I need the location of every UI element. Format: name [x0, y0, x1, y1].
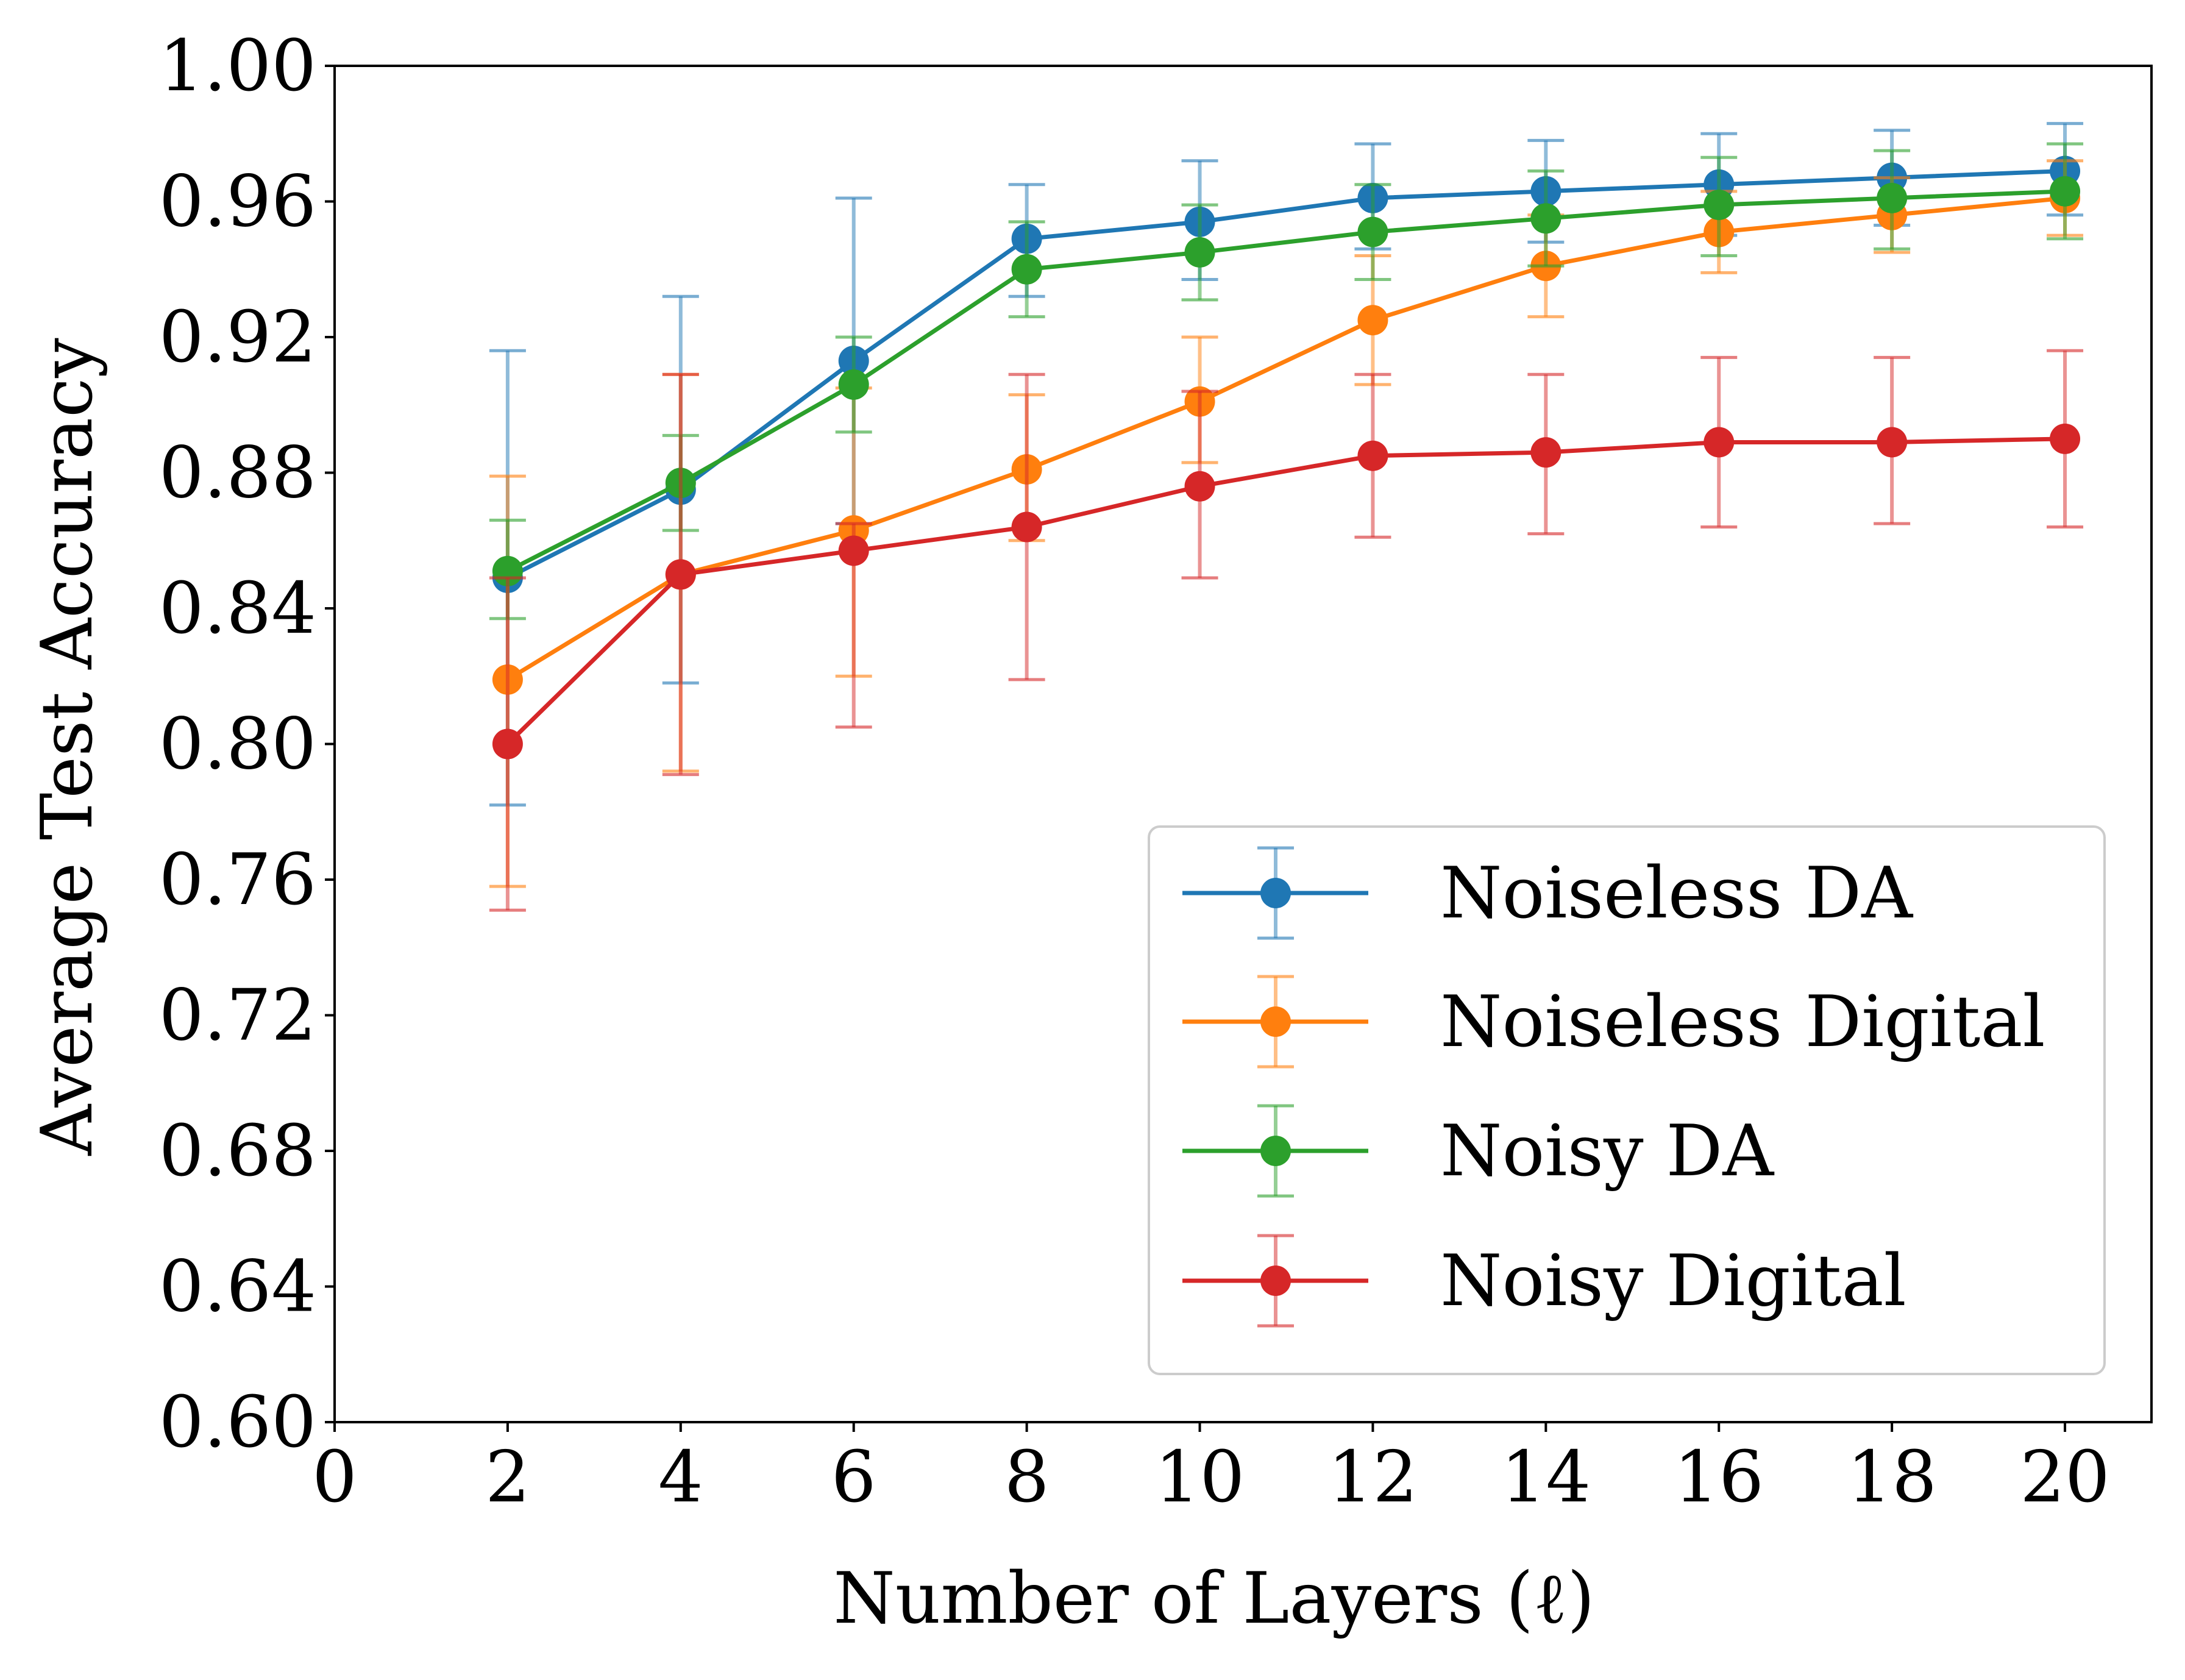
- data-point: [1357, 216, 1388, 247]
- y-tick-label: 0.84: [159, 568, 316, 650]
- series-noisy-da: [489, 142, 2084, 621]
- x-tick-label: 14: [1501, 1436, 1591, 1518]
- x-tick-label: 2: [485, 1436, 530, 1518]
- data-point: [1877, 182, 1908, 213]
- series-line: [506, 168, 2066, 580]
- legend-marker: [1260, 1265, 1291, 1296]
- x-tick-label: 0: [312, 1436, 357, 1518]
- series-line: [506, 436, 2066, 746]
- x-tick-label: 12: [1328, 1436, 1418, 1518]
- y-tick-label: 0.96: [159, 161, 316, 243]
- series-noisy-digital: [489, 349, 2084, 912]
- legend-marker: [1260, 878, 1291, 908]
- y-tick-label: 1.00: [159, 25, 316, 107]
- data-point: [1184, 471, 1215, 502]
- data-point: [838, 369, 869, 400]
- legend-box: [1148, 825, 2106, 1375]
- data-point: [1704, 427, 1735, 458]
- data-point: [492, 728, 523, 760]
- data-point: [838, 535, 869, 566]
- x-tick-label: 6: [831, 1436, 876, 1518]
- legend-entry: Noiseless DA: [1182, 846, 1913, 940]
- data-point: [1530, 203, 1561, 234]
- y-tick-label: 0.60: [159, 1381, 316, 1464]
- legend-marker: [1260, 1136, 1291, 1166]
- x-tick-label: 16: [1674, 1436, 1764, 1518]
- legend-entry: Noisy Digital: [1182, 1234, 1906, 1328]
- series-noiseless-digital: [489, 159, 2084, 888]
- legend-entry: Noiseless Digital: [1182, 975, 2045, 1069]
- series-noiseless-da: [489, 122, 2084, 807]
- data-point: [1357, 440, 1388, 471]
- data-point: [1011, 511, 1042, 543]
- legend-marker: [1260, 1006, 1291, 1037]
- legend-entry: Noisy DA: [1182, 1104, 1774, 1198]
- data-point: [1184, 237, 1215, 268]
- series-line: [506, 196, 2066, 682]
- x-tick-label: 10: [1155, 1436, 1245, 1518]
- y-tick-label: 0.76: [159, 839, 316, 921]
- data-point: [1357, 305, 1388, 336]
- plot-area: [333, 65, 2153, 1423]
- data-point: [2050, 176, 2081, 207]
- data-point: [1704, 190, 1735, 221]
- legend-label: Noiseless Digital: [1440, 981, 2045, 1063]
- y-axis: 0.60 0.64 0.68 0.72 0.76 0.80 0.84 0.88 0.92 0.96…: [159, 25, 335, 1464]
- legend-label: Noisy Digital: [1440, 1240, 1906, 1322]
- legend-label: Noiseless DA: [1440, 852, 1913, 934]
- x-tick-label: 18: [1847, 1436, 1937, 1518]
- y-tick-label: 0.92: [159, 296, 316, 379]
- y-tick-label: 0.68: [159, 1110, 316, 1192]
- x-tick-label: 20: [2020, 1436, 2110, 1518]
- data-point: [1530, 437, 1561, 468]
- legend: Noiseless DA Noiseless Digital Noisy DA Noi…: [1148, 825, 2106, 1375]
- data-point: [2050, 423, 2081, 454]
- x-axis: 0 2 4 6 8 10 12 14 16 18 20: [312, 1422, 2110, 1518]
- x-tick-label: 8: [1004, 1436, 1050, 1518]
- y-tick-label: 0.72: [159, 975, 316, 1057]
- y-tick-label: 0.80: [159, 703, 316, 786]
- y-axis-title: Average Test Accuracy: [26, 338, 108, 1156]
- data-point: [1877, 427, 1908, 458]
- data-point: [665, 559, 696, 590]
- x-tick-label: 4: [658, 1436, 703, 1518]
- y-tick-label: 0.64: [159, 1246, 316, 1328]
- y-tick-label: 0.88: [159, 432, 316, 514]
- series-line: [506, 189, 2066, 573]
- x-axis-title: Number of Layers (ℓ): [833, 1557, 1594, 1640]
- data-point: [1011, 254, 1042, 285]
- legend-label: Noisy DA: [1440, 1110, 1774, 1192]
